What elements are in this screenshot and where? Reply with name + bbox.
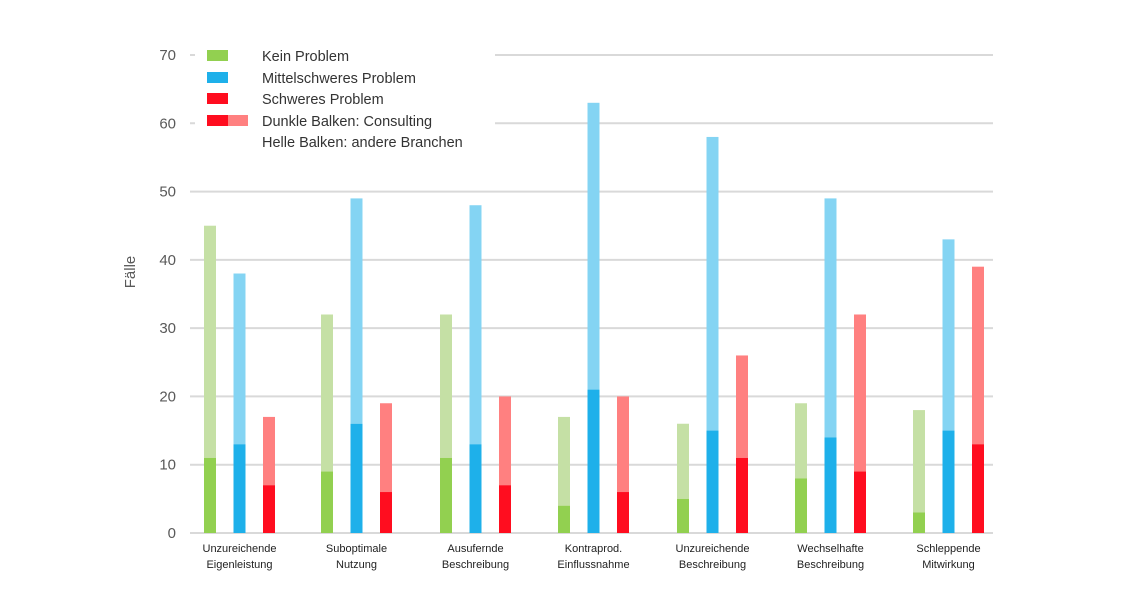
x-category-label: Wechselhafte [797, 543, 863, 555]
bar-consulting [972, 444, 984, 533]
bar-consulting [913, 512, 925, 533]
bar-other-industries [972, 266, 984, 445]
bar-other-industries [233, 273, 246, 445]
legend-swatch-consulting-dark [207, 115, 228, 126]
legend-label: Dunkle Balken: Consulting [262, 114, 432, 130]
x-category-label: Nutzung [336, 559, 377, 571]
bar-consulting [677, 498, 689, 533]
x-category-label: Ausufernde [447, 543, 503, 555]
x-category-label: Unzureichende [676, 543, 750, 555]
y-tick-label: 50 [159, 184, 176, 201]
bar-consulting [942, 430, 955, 533]
legend-swatch-other-light [228, 115, 248, 126]
legend-swatch-mittelschweres-problem [207, 72, 228, 83]
legend-label: Schweres Problem [262, 92, 384, 108]
bar-consulting [469, 444, 482, 533]
bar-other-industries [913, 410, 925, 513]
legend-swatch-kein-problem [207, 50, 228, 61]
bar-consulting [204, 457, 216, 533]
bar-other-industries [736, 355, 748, 458]
bar-consulting [499, 485, 511, 533]
bar-other-industries [350, 198, 363, 424]
x-category-label: Mitwirkung [922, 559, 975, 571]
bar-consulting [854, 471, 866, 533]
legend-label: Kein Problem [262, 49, 349, 65]
x-category-label: Schleppende [916, 543, 980, 555]
x-category-label: Beschreibung [679, 559, 746, 571]
bar-other-industries [558, 416, 570, 506]
y-tick-label: 20 [159, 388, 176, 405]
x-category-label: Eigenleistung [206, 559, 272, 571]
bar-consulting [440, 457, 452, 533]
bar-other-industries [706, 136, 719, 431]
y-tick-label: 70 [159, 47, 176, 64]
y-tick-label: 30 [159, 320, 176, 337]
y-tick-label: 0 [168, 525, 176, 542]
bar-consulting [233, 444, 246, 533]
bar-other-industries [469, 205, 482, 445]
bar-consulting [706, 430, 719, 533]
bar-other-industries [854, 314, 866, 472]
bar-other-industries [440, 314, 452, 458]
bar-consulting [736, 457, 748, 533]
bar-other-industries [321, 314, 333, 472]
bar-consulting [587, 389, 600, 533]
x-category-label: Einflussnahme [557, 559, 629, 571]
bar-consulting [380, 492, 392, 533]
bar-other-industries [499, 396, 511, 486]
bar-other-industries [942, 239, 955, 431]
y-axis-label: Fälle [122, 256, 139, 289]
y-tick-label: 60 [159, 115, 176, 132]
x-category-label: Beschreibung [442, 559, 509, 571]
bar-other-industries [204, 225, 216, 458]
bar-other-industries [263, 416, 275, 486]
y-tick-label: 40 [159, 252, 176, 269]
bar-other-industries [587, 102, 600, 390]
bar-consulting [263, 485, 275, 533]
x-category-label: Kontraprod. [565, 543, 622, 555]
bar-consulting [558, 505, 570, 533]
legend-swatch-schweres-problem [207, 93, 228, 104]
legend: Kein Problem Mittelschweres Problem Schw… [195, 40, 495, 155]
bar-other-industries [380, 403, 392, 493]
bar-consulting [350, 423, 363, 533]
bar-other-industries [617, 396, 629, 493]
legend-label: Mittelschweres Problem [262, 71, 416, 87]
y-axis-ticks: 0 10 20 30 40 50 60 70 [159, 47, 176, 542]
bars [204, 102, 984, 533]
x-category-label: Unzureichende [203, 543, 277, 555]
x-axis-labels: Unzureichende Eigenleistung Suboptimale Nut… [203, 543, 981, 571]
x-category-label: Suboptimale [326, 543, 387, 555]
bar-consulting [617, 492, 629, 533]
bar-other-industries [795, 403, 807, 479]
bar-consulting [795, 478, 807, 533]
legend-label: Helle Balken: andere Branchen [262, 135, 463, 151]
bar-other-industries [677, 423, 689, 499]
bar-consulting [321, 471, 333, 533]
x-category-label: Beschreibung [797, 559, 864, 571]
y-tick-label: 10 [159, 457, 176, 474]
bar-other-industries [824, 198, 837, 438]
bar-consulting [824, 437, 837, 533]
